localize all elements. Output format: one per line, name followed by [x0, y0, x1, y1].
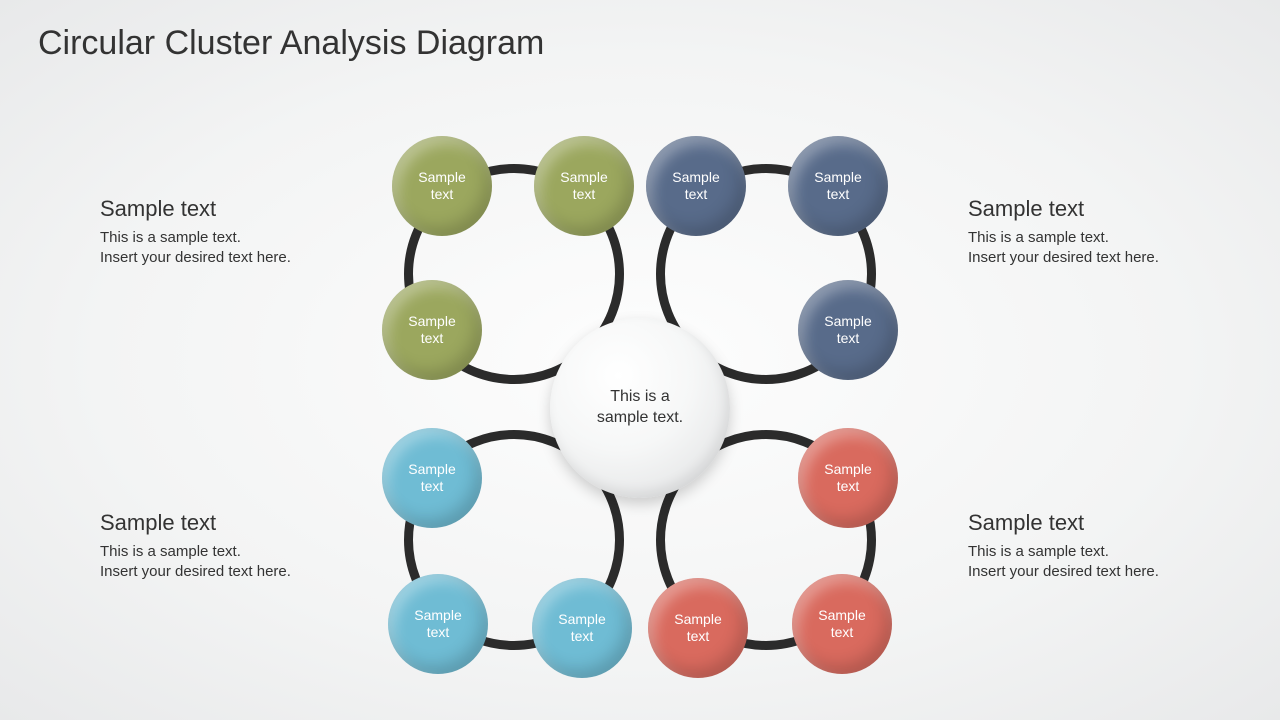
side-label-heading-bottom-left: Sample text [100, 510, 291, 536]
cluster-node-top-right-1: Sampletext [788, 136, 888, 236]
cluster-node-top-left-2: Sampletext [382, 280, 482, 380]
side-label-top-left: Sample text This is a sample text.Insert … [100, 196, 291, 269]
cluster-node-bottom-left-1: Sampletext [388, 574, 488, 674]
side-label-body-top-right: This is a sample text.Insert your desire… [968, 228, 1159, 269]
side-label-bottom-left: Sample text This is a sample text.Insert … [100, 510, 291, 583]
cluster-node-bottom-right-0: Sampletext [798, 428, 898, 528]
side-label-body-top-left: This is a sample text.Insert your desire… [100, 228, 291, 269]
cluster-node-bottom-left-2: Sampletext [532, 578, 632, 678]
side-label-body-bottom-right: This is a sample text.Insert your desire… [968, 542, 1159, 583]
cluster-node-top-left-0: Sampletext [392, 136, 492, 236]
side-label-bottom-right: Sample text This is a sample text.Insert … [968, 510, 1159, 583]
side-label-heading-top-left: Sample text [100, 196, 291, 222]
cluster-node-bottom-right-1: Sampletext [648, 578, 748, 678]
side-label-heading-bottom-right: Sample text [968, 510, 1159, 536]
side-label-heading-top-right: Sample text [968, 196, 1159, 222]
cluster-node-top-right-0: Sampletext [646, 136, 746, 236]
side-label-top-right: Sample text This is a sample text.Insert … [968, 196, 1159, 269]
side-label-body-bottom-left: This is a sample text.Insert your desire… [100, 542, 291, 583]
cluster-node-top-right-2: Sampletext [798, 280, 898, 380]
cluster-node-bottom-left-0: Sampletext [382, 428, 482, 528]
diagram-stage: SampletextSampletextSampletextSampletext… [0, 0, 1280, 720]
center-node: This is asample text. [550, 318, 730, 498]
cluster-node-bottom-right-2: Sampletext [792, 574, 892, 674]
cluster-node-top-left-1: Sampletext [534, 136, 634, 236]
